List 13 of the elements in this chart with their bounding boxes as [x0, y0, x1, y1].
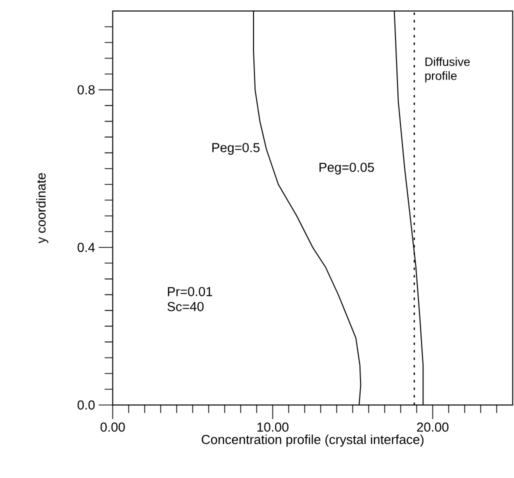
x-axis-title: Concentration profile (crystal interface) [202, 434, 424, 447]
y-tick-label: 0.0 [78, 400, 95, 410]
y-tick-label: 0.4 [78, 242, 95, 252]
x-tick-label: 20.00 [417, 422, 448, 432]
annotation: Pr=0.01 [168, 286, 212, 296]
x-tick-label: 10.00 [257, 422, 288, 432]
text: Peg=0.05 [320, 162, 374, 174]
series-label: Peg=0.5 [212, 143, 260, 155]
ref-line-label: Diffusive profile [425, 57, 470, 82]
y-tick-label: 0.8 [78, 85, 95, 94]
annotation: Sc=40 [167, 302, 204, 312]
x-tick-label: 0.00 [100, 422, 125, 432]
y-axis-title: y coordinate [36, 173, 48, 244]
